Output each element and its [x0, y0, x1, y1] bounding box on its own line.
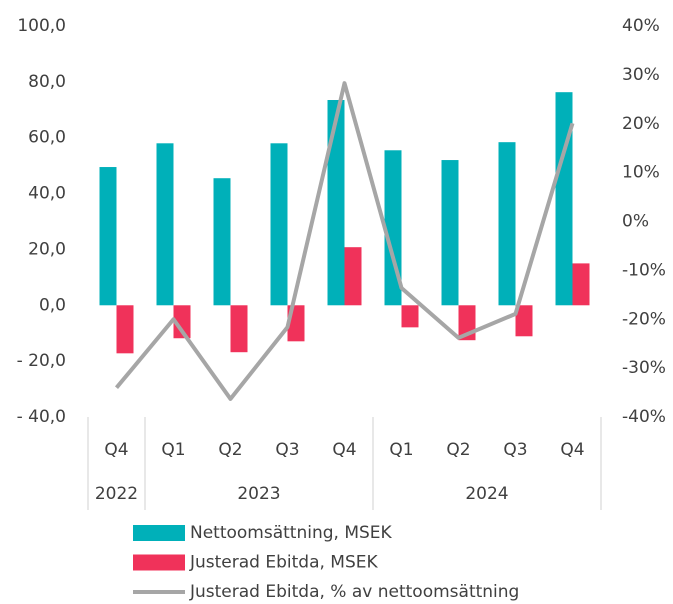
- legend-swatch: [133, 554, 185, 571]
- y-tick-label: 80,0: [28, 72, 66, 92]
- bar: [270, 143, 288, 306]
- legend-label: Justerad Ebitda, MSEK: [189, 553, 379, 573]
- bar: [572, 263, 590, 306]
- bar: [555, 92, 573, 306]
- bar: [173, 305, 191, 339]
- y-tick-label: - 40,0: [17, 407, 66, 427]
- x-group-label: 2023: [237, 484, 280, 504]
- y2-tick-label: 30%: [622, 65, 660, 85]
- x-tick-label: Q4: [560, 440, 584, 460]
- bar: [327, 100, 345, 306]
- y2-tick-label: 40%: [622, 16, 660, 36]
- bar: [401, 305, 419, 328]
- x-tick-label: Q4: [104, 440, 128, 460]
- y2-tick-label: 20%: [622, 114, 660, 134]
- bar: [99, 167, 117, 306]
- bar: [116, 305, 134, 354]
- x-tick-label: Q2: [446, 440, 470, 460]
- x-tick-label: Q2: [218, 440, 242, 460]
- y-tick-label: 40,0: [28, 184, 66, 204]
- bar: [230, 305, 248, 353]
- y-tick-label: 60,0: [28, 128, 66, 148]
- y2-tick-label: 10%: [622, 163, 660, 183]
- x-tick-label: Q4: [332, 440, 356, 460]
- y2-tick-label: -30%: [622, 358, 666, 378]
- line: [114, 81, 575, 401]
- bar: [156, 143, 174, 306]
- y2-tick-label: -20%: [622, 309, 666, 329]
- legend-label: Nettoomsättning, MSEK: [190, 523, 393, 543]
- y-tick-label: 20,0: [28, 239, 66, 259]
- bar: [441, 160, 459, 306]
- bar: [213, 178, 231, 306]
- bar: [498, 142, 516, 306]
- x-tick-label: Q3: [503, 440, 527, 460]
- bar: [515, 305, 533, 337]
- y-tick-label: - 20,0: [17, 351, 66, 371]
- bar: [344, 247, 362, 306]
- y2-tick-label: -10%: [622, 260, 666, 280]
- y-tick-label: 100,0: [17, 16, 66, 36]
- x-tick-label: Q3: [275, 440, 299, 460]
- y2-tick-label: -40%: [622, 407, 666, 427]
- x-group-label: 2022: [95, 484, 138, 504]
- legend-swatch: [133, 525, 185, 541]
- y2-tick-label: 0%: [622, 212, 649, 232]
- x-tick-label: Q1: [389, 440, 413, 460]
- y-tick-label: 0,0: [39, 295, 66, 315]
- legend-label: Justerad Ebitda, % av nettoomsättning: [189, 582, 519, 602]
- x-tick-label: Q1: [161, 440, 185, 460]
- x-group-label: 2024: [465, 484, 508, 504]
